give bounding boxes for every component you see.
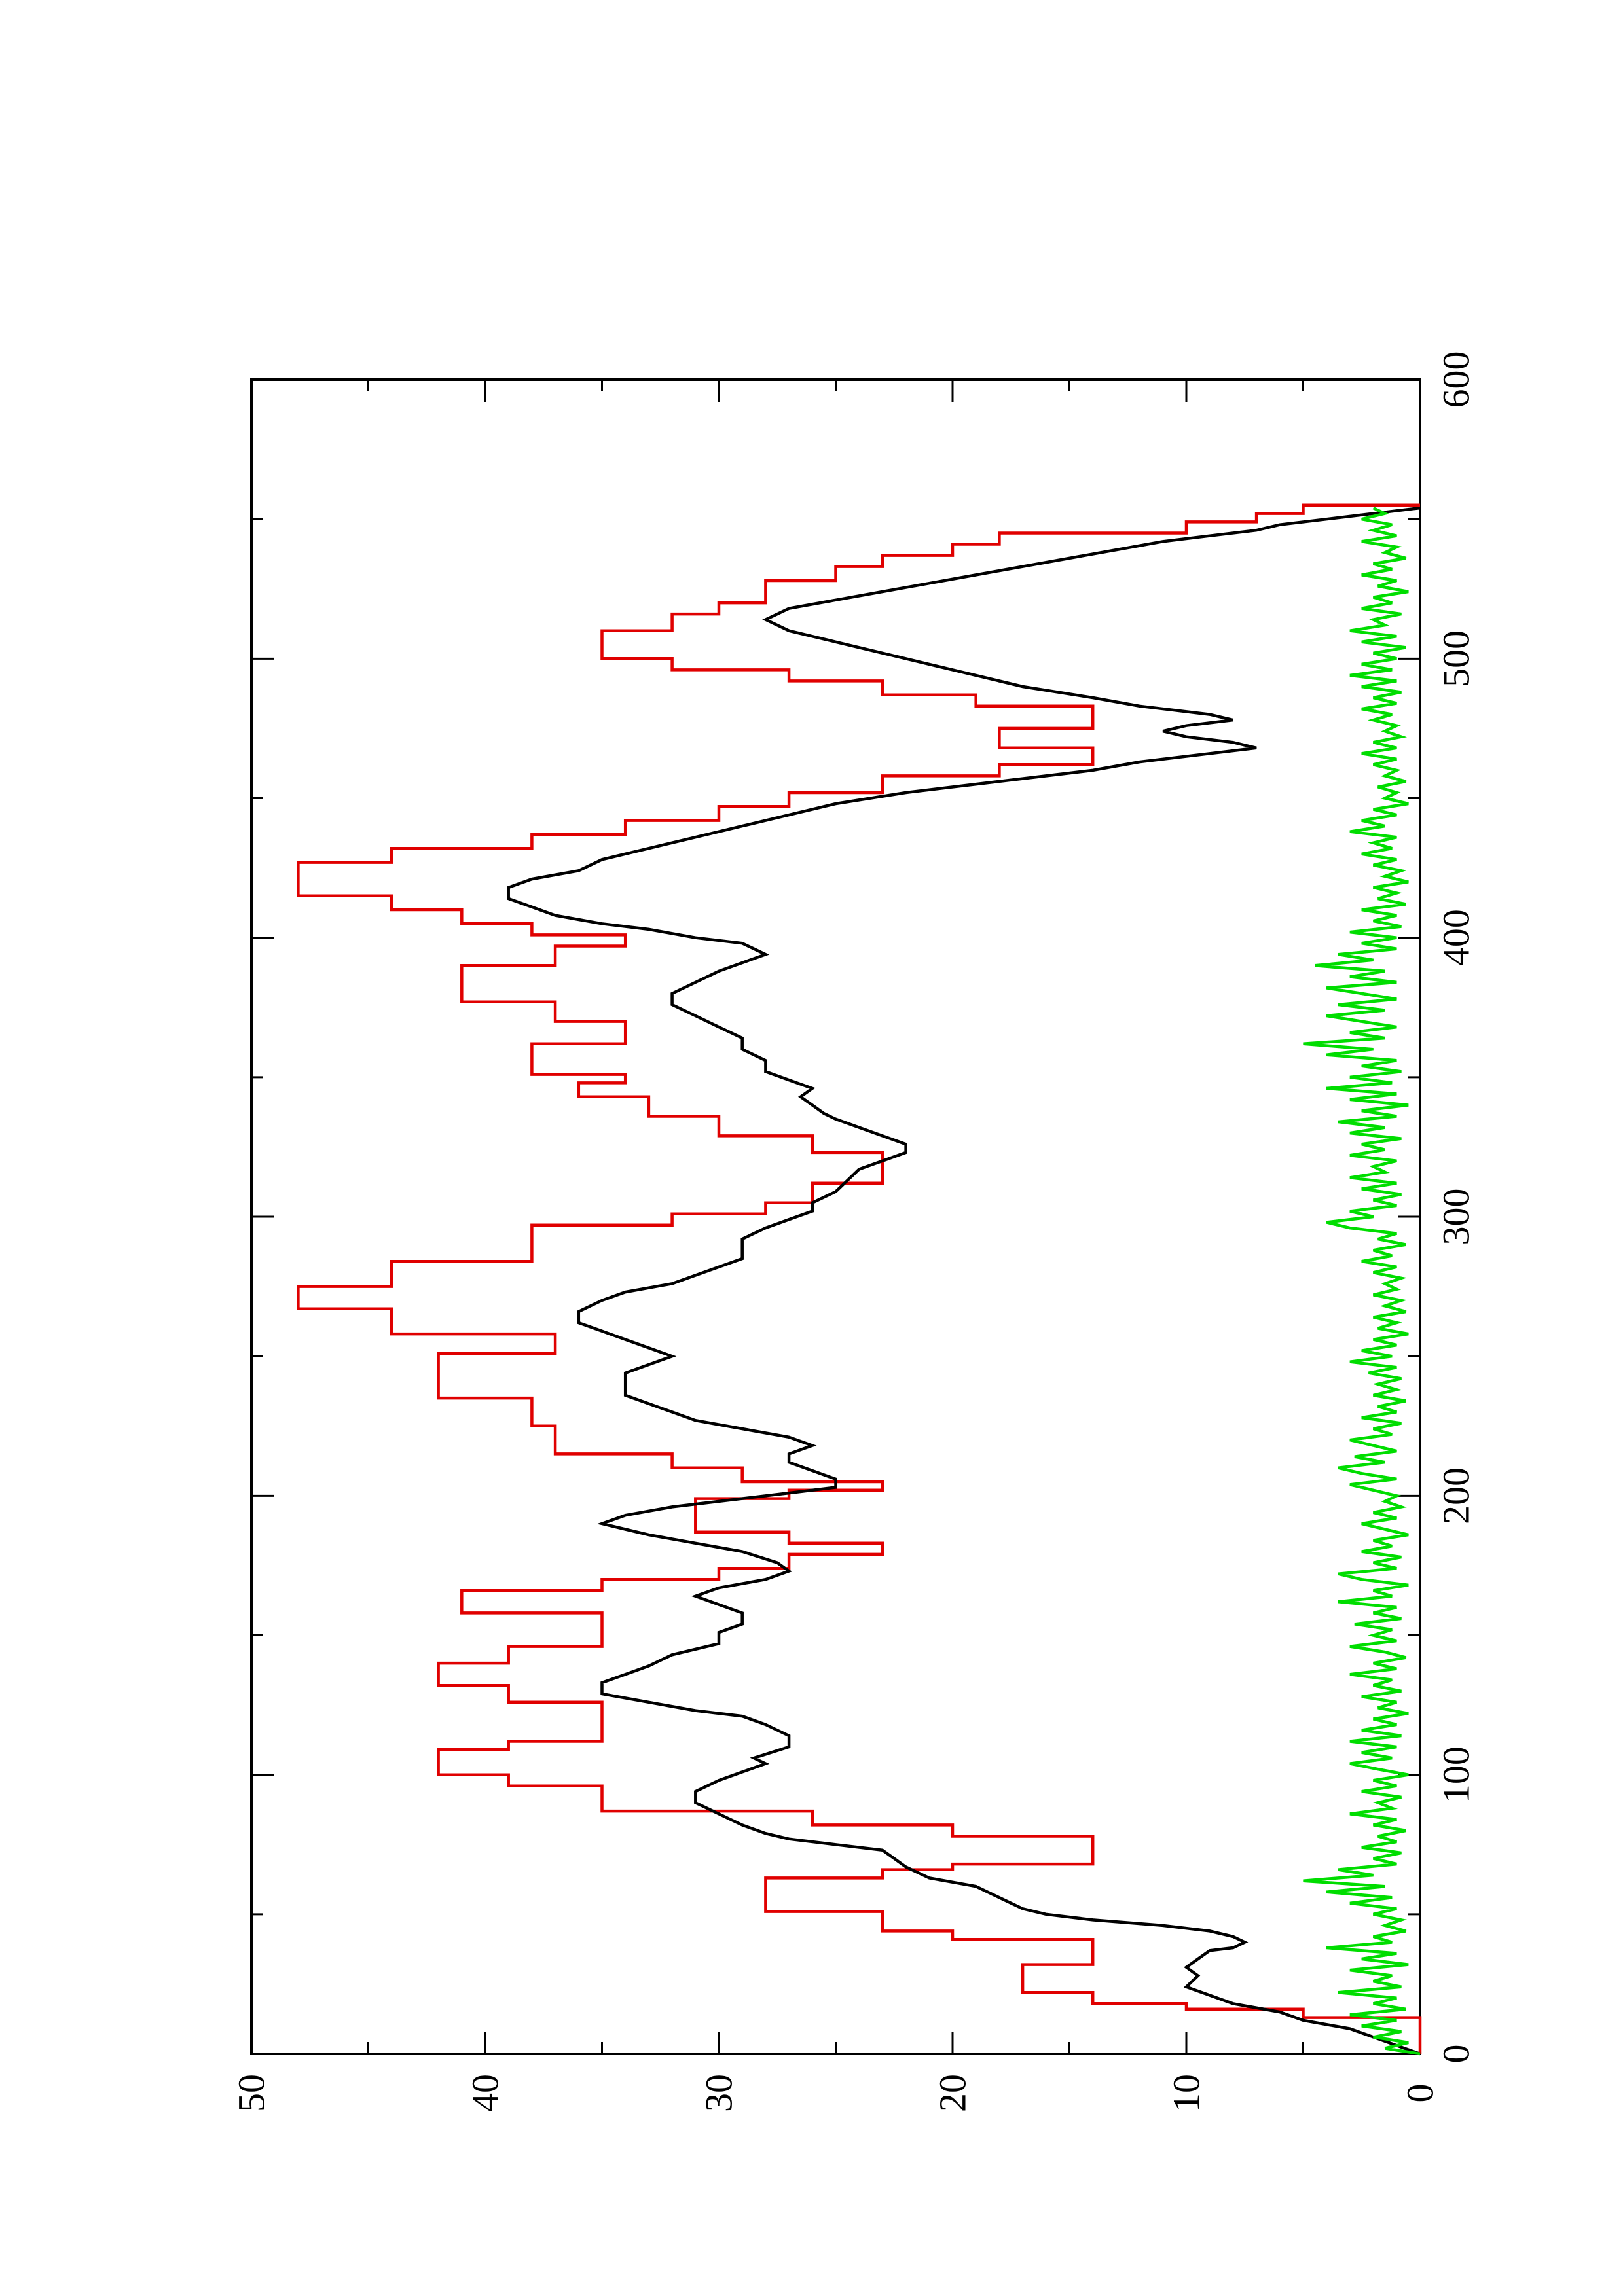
series-line-1 [297,503,1422,2054]
series-layer [297,503,1422,2056]
plot-frame [250,378,1421,2055]
x-tick-label: 200 [1435,1467,1478,1524]
x-tick-label: 400 [1435,909,1478,966]
axis-ticks [250,378,1421,2055]
x-tick-label: 0 [1435,2045,1478,2064]
y-tick-label: 40 [464,2074,507,2112]
x-tick-label: 500 [1435,630,1478,687]
x-tick-label: 600 [1435,351,1478,408]
y-tick-label: 50 [230,2074,273,2112]
x-tick-label: 100 [1435,1746,1478,1803]
tick-labels: 0 100 200 300 400 500 600 0 10 20 30 40 50 [230,351,1478,2113]
y-tick-label: 0 [1399,2084,1442,2103]
x-tick-label: 300 [1435,1189,1478,1246]
y-tick-label: 10 [1165,2074,1208,2112]
series-line-3 [1303,507,1421,2056]
y-tick-label: 20 [932,2074,974,2112]
y-tick-label: 30 [698,2074,740,2112]
series-line-2 [507,506,1421,2056]
